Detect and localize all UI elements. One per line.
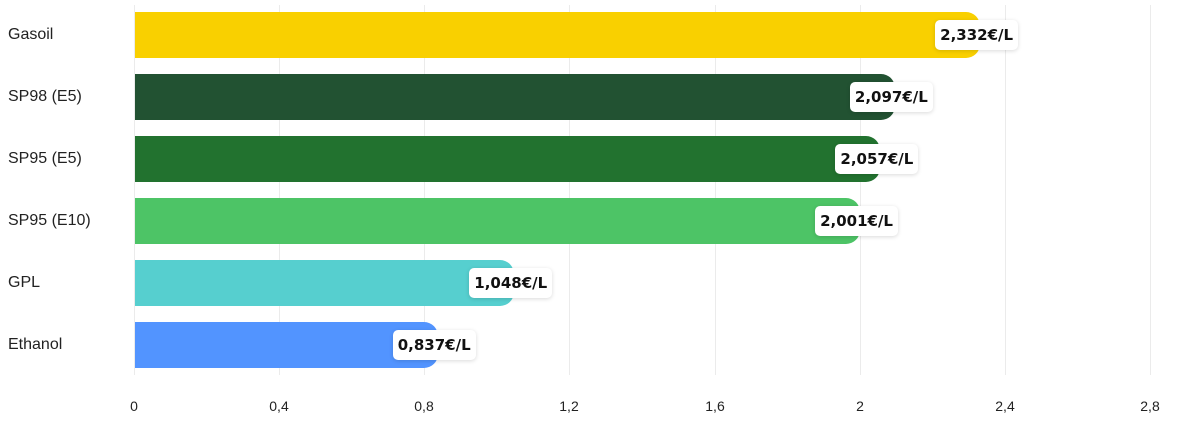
value-label: 2,332€/L [935, 20, 1019, 50]
bar[interactable] [135, 74, 895, 120]
gridline [1005, 5, 1006, 375]
gridline [1150, 5, 1151, 375]
x-tick-label: 2,4 [995, 398, 1015, 414]
gridline [715, 5, 716, 375]
value-label: 2,057€/L [835, 144, 919, 174]
bar[interactable] [135, 136, 881, 182]
gridline [569, 5, 570, 375]
category-label: GPL [8, 274, 41, 291]
gridline [279, 5, 280, 375]
bar[interactable] [135, 322, 438, 368]
gridline [134, 5, 135, 375]
value-label: 2,097€/L [849, 82, 933, 112]
x-tick-label: 0,4 [269, 398, 289, 414]
bar[interactable] [135, 260, 515, 306]
x-tick-label: 2,8 [1140, 398, 1160, 414]
category-label: Ethanol [8, 336, 63, 353]
x-tick-label: 2 [856, 398, 864, 414]
value-label: 2,001€/L [815, 206, 898, 236]
category-label: Gasoil [8, 26, 54, 43]
x-tick-label: 1,6 [705, 398, 725, 414]
category-label: SP95 (E5) [8, 150, 82, 167]
category-label: SP95 (E10) [8, 212, 91, 229]
x-tick-label: 1,2 [559, 398, 579, 414]
bar[interactable] [135, 198, 861, 244]
bar[interactable] [135, 12, 981, 58]
x-tick-label: 0,8 [414, 398, 434, 414]
x-tick-label: 0 [130, 398, 138, 414]
value-label: 0,837€/L [392, 330, 476, 360]
gridline [860, 5, 861, 375]
category-label: SP98 (E5) [8, 88, 82, 105]
gridline [424, 5, 425, 375]
value-label: 1,048€/L [469, 268, 553, 298]
